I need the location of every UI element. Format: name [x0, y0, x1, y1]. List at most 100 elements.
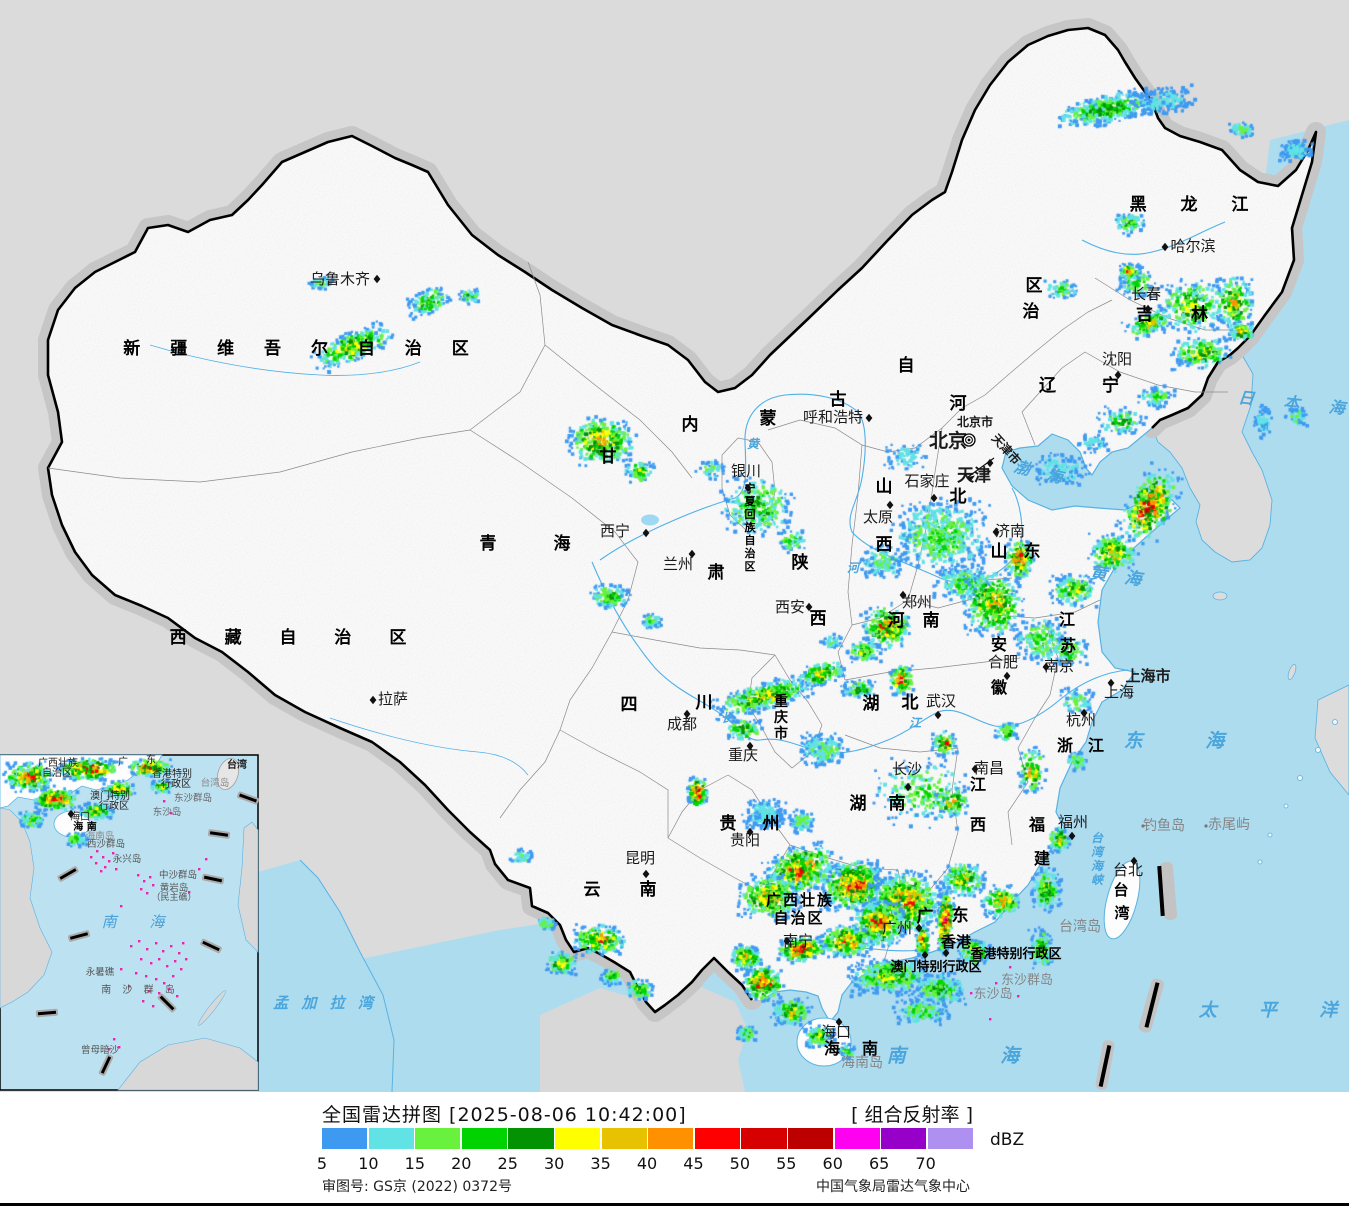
province-label: 香港特别行政区 [969, 946, 1061, 962]
inset-label: 永暑礁 [86, 966, 115, 978]
sea-label: 南 海 [887, 1045, 1064, 1067]
city-label: 昆明 [625, 849, 655, 867]
city-label: 武汉 [926, 692, 956, 710]
scale-cell-10 [368, 1128, 414, 1149]
province-label: 江 [1059, 610, 1075, 629]
city-marker [1042, 662, 1050, 672]
inset-label: 台湾岛 [201, 777, 230, 789]
reef-speck [135, 972, 138, 975]
province-label: 台 [1113, 881, 1128, 899]
reef-speck [146, 892, 149, 895]
city-label: 重庆 [728, 746, 758, 764]
inset-label: 香港特别 [152, 768, 192, 780]
reef-speck [108, 1048, 111, 1051]
inset-label: 黄岩岛 [160, 882, 189, 894]
capital-marker [965, 436, 973, 444]
island-label: 赤尾屿 [1208, 817, 1250, 833]
province-label: 北 [902, 693, 919, 713]
scale-value: 30 [543, 1154, 565, 1173]
reef-speck [170, 812, 173, 815]
reef-speck [163, 800, 166, 803]
city-marker [942, 948, 950, 958]
province-label: 重庆市 [774, 693, 788, 742]
city-marker [1114, 370, 1122, 380]
nine-dash-segment [35, 1008, 59, 1018]
inset-label: 行政区 [161, 777, 191, 790]
city-label: 南昌 [974, 759, 1004, 777]
city-marker [934, 710, 942, 720]
province-label: 西 [810, 609, 827, 629]
reef-speck [168, 988, 171, 991]
province-label: 广 [917, 906, 934, 927]
scale-value: 40 [636, 1154, 658, 1173]
city-label: 上海 [1104, 683, 1134, 701]
scale-value: 10 [358, 1154, 379, 1173]
reef-speck [142, 1000, 145, 1003]
province-label: 川 [695, 693, 713, 713]
city-marker [67, 809, 75, 819]
sea-label: 孟 加 拉 湾 [273, 994, 377, 1012]
inset-label: 海 南 [73, 820, 96, 833]
city-label: 拉萨 [378, 690, 408, 708]
inset-label: 东沙群岛 [174, 792, 212, 804]
inset-label: 海南岛 [86, 830, 115, 842]
scale-cell-35 [601, 1128, 647, 1149]
nine-dash-segment [157, 993, 177, 1013]
province-label: 古 [830, 389, 847, 410]
inset-label: 南 海 [102, 913, 179, 931]
scale-cell-60 [834, 1128, 880, 1149]
reef-speck [174, 960, 177, 963]
reef-speck [112, 852, 115, 855]
nine-dash-segment [57, 866, 79, 882]
city-label: 合肥 [988, 653, 1018, 671]
province-label: 江 [970, 775, 986, 794]
sea-label: 江 [909, 716, 923, 730]
city-marker [1130, 856, 1138, 866]
city-label: 乌鲁木齐 [310, 270, 370, 288]
province-label: 北 [950, 487, 967, 507]
province-label: 南 [640, 879, 657, 900]
inset-label: 自治区 [42, 766, 72, 779]
reef-speck [130, 945, 133, 948]
scale-value: 45 [683, 1154, 704, 1173]
sea-label: 黄 [747, 437, 761, 451]
city-label: 天津 [957, 465, 991, 486]
inset-label: 澳门特别 [90, 789, 130, 802]
city-marker [992, 527, 1000, 537]
sea-labels: 渤 海黄 海东 海南 海日 本 海台湾海峡孟 加 拉 湾太 平 洋黄河长江 [273, 388, 1349, 1067]
city-label: 贵阳 [730, 831, 760, 849]
scale-value: 60 [822, 1154, 843, 1173]
province-label: 湖 [863, 694, 880, 714]
reef-speck [180, 968, 183, 971]
city-label: 呼和浩特 [803, 408, 863, 426]
islet-dot [1141, 824, 1145, 828]
city-marker [642, 869, 650, 879]
province-label: 宁夏回族自治区 [745, 481, 757, 573]
reef-speck [162, 950, 165, 953]
capital-marker [967, 438, 971, 442]
city-marker [744, 483, 752, 493]
nine-dash-segment [98, 1054, 114, 1076]
reef-speck [995, 982, 998, 985]
scale-cell-5 [322, 1128, 368, 1149]
inset-label: （民主礁） [151, 891, 196, 903]
boundary-dash [1157, 865, 1165, 917]
province-label: 甘 [600, 446, 617, 467]
city-label: 济南 [995, 522, 1025, 540]
island-label: 钓鱼岛 [1143, 817, 1185, 834]
reef-speck [188, 891, 191, 894]
province-label: 自 [898, 355, 915, 376]
reef-speck [120, 905, 123, 908]
sea-label: 太 平 洋 [1198, 1000, 1349, 1021]
province-label: 自治区 [773, 909, 824, 927]
nine-dash-segment [201, 873, 225, 885]
province-label: 贵 [720, 813, 737, 834]
inset-label: 东 [146, 753, 156, 766]
city-marker [971, 764, 979, 774]
city-marker [642, 528, 650, 538]
inset-label: 永兴岛 [113, 853, 142, 865]
inset-label: 南 沙 群 岛 [101, 983, 179, 996]
province-label: 东 [1024, 541, 1041, 562]
province-label: 西 [970, 815, 986, 834]
